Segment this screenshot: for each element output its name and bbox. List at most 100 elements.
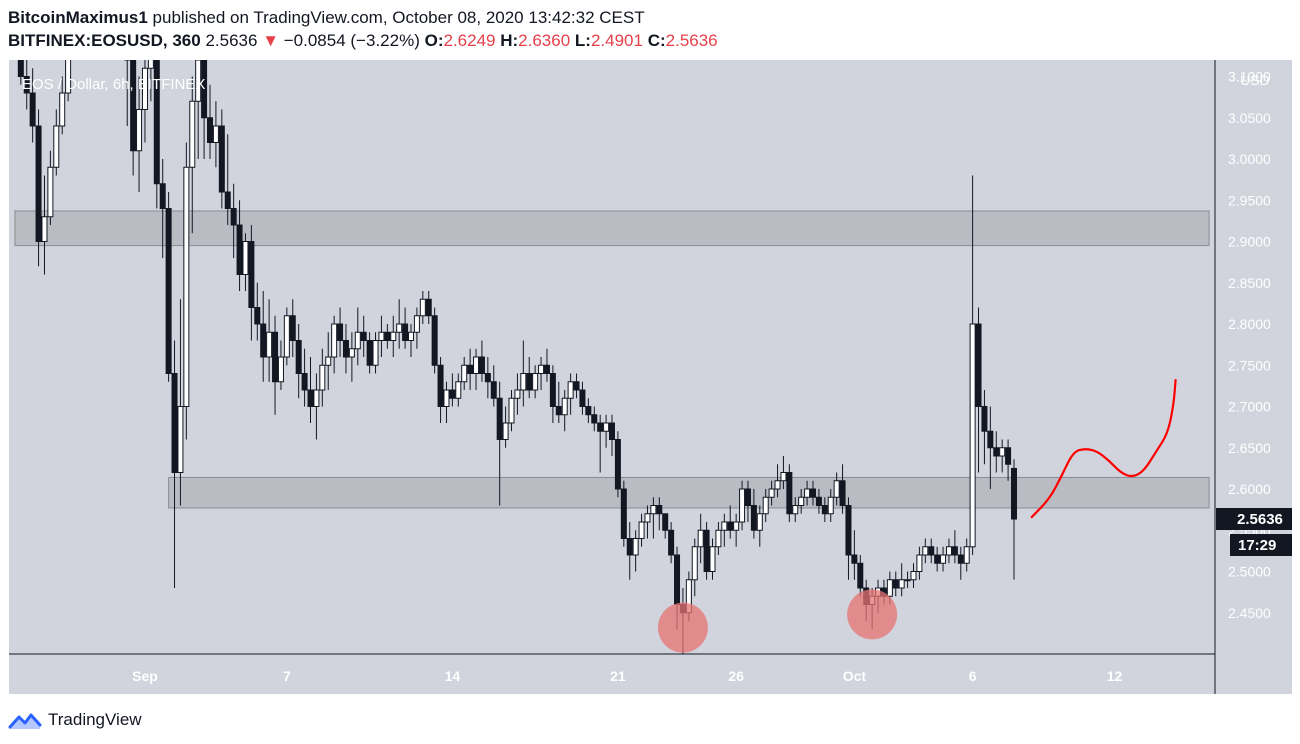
candle-body bbox=[768, 488, 775, 498]
candle-body bbox=[230, 208, 237, 226]
candle-body bbox=[993, 447, 1000, 457]
candle-body bbox=[425, 298, 432, 317]
price-tick-label: 2.7500 bbox=[1228, 357, 1271, 373]
axis-currency-label: USD bbox=[1240, 72, 1270, 88]
candle-body bbox=[845, 505, 852, 556]
candle-body bbox=[733, 521, 740, 531]
candle-body bbox=[136, 109, 143, 152]
candle-body bbox=[585, 406, 592, 416]
time-tick-label: 26 bbox=[728, 668, 744, 684]
candle-body bbox=[762, 496, 769, 515]
candle-body bbox=[650, 505, 657, 515]
price-tick-label: 2.8000 bbox=[1228, 316, 1271, 332]
candle-body bbox=[396, 323, 403, 333]
candle-body bbox=[171, 373, 178, 473]
price-tick-label: 2.7000 bbox=[1228, 399, 1271, 415]
candle-body bbox=[313, 389, 320, 407]
open-value: 2.6249 bbox=[443, 31, 496, 50]
candle-body bbox=[53, 125, 60, 168]
candle-body bbox=[331, 323, 338, 358]
candle-body bbox=[419, 298, 426, 317]
candle-body bbox=[1005, 447, 1012, 465]
candle-body bbox=[668, 529, 675, 556]
candle-body bbox=[254, 307, 261, 325]
candle-body bbox=[656, 505, 663, 515]
candle-body bbox=[342, 340, 349, 358]
candle-body bbox=[337, 323, 344, 341]
candle-body bbox=[443, 389, 450, 407]
candle-body bbox=[904, 579, 911, 582]
candle-body bbox=[402, 323, 409, 341]
candle-body bbox=[626, 538, 633, 556]
candle-body bbox=[674, 554, 681, 605]
candle-body bbox=[526, 373, 533, 391]
candle-body bbox=[821, 505, 828, 515]
candle-body bbox=[236, 224, 243, 275]
candle-body bbox=[963, 546, 970, 564]
publish-line: BitcoinMaximus1 published on TradingView… bbox=[8, 8, 645, 28]
time-tick-label: Oct bbox=[843, 668, 867, 684]
high-label: H: bbox=[500, 31, 519, 50]
price-chart[interactable]: 2.45002.50002.55002.60002.65002.70002.75… bbox=[9, 0, 1292, 694]
candle-body bbox=[277, 356, 284, 383]
candle-body bbox=[218, 125, 225, 193]
candle-body bbox=[484, 373, 491, 383]
candle-body bbox=[644, 513, 651, 523]
candle-body bbox=[543, 364, 550, 374]
close-value: 2.5636 bbox=[665, 31, 718, 50]
candle-body bbox=[35, 125, 42, 242]
candle-body bbox=[609, 422, 615, 440]
candle-body bbox=[473, 356, 480, 374]
candle-body bbox=[183, 166, 190, 407]
candle-body bbox=[774, 480, 781, 490]
candle-body bbox=[573, 381, 580, 391]
candle-body bbox=[555, 406, 562, 416]
candle-body bbox=[709, 546, 716, 572]
candle-body bbox=[437, 364, 444, 407]
candle-body bbox=[283, 315, 290, 358]
candle-body bbox=[579, 389, 586, 407]
price-tick-label: 2.4500 bbox=[1228, 605, 1271, 621]
candle-body bbox=[928, 546, 935, 556]
author-name[interactable]: BitcoinMaximus1 bbox=[8, 8, 148, 27]
candle-body bbox=[159, 183, 166, 209]
candle-body bbox=[490, 381, 497, 399]
last-price-badge-text: 2.5636 bbox=[1237, 511, 1283, 528]
price-tick-label: 2.9000 bbox=[1228, 234, 1271, 250]
last-price: 2.5636 bbox=[205, 31, 258, 50]
candle-body bbox=[827, 496, 834, 515]
time-tick-label: 12 bbox=[1107, 668, 1123, 684]
candle-body bbox=[366, 340, 373, 366]
chart-area[interactable]: 2.4500 2.5000 2.5500 2.6000 2.6500 2.7000 2.75… bbox=[9, 0, 1292, 694]
candle-body bbox=[532, 373, 539, 391]
close-label: C: bbox=[647, 31, 666, 50]
candle-body bbox=[455, 381, 462, 399]
candle-body bbox=[467, 364, 474, 374]
candle-body bbox=[141, 67, 148, 110]
tradingview-footer[interactable]: TradingView bbox=[8, 707, 142, 733]
candle-body bbox=[260, 323, 267, 358]
projection-drawing bbox=[1030, 379, 1177, 519]
time-tick-label: 14 bbox=[445, 668, 461, 684]
symbol-label: BITFINEX:EOSUSD, 360 bbox=[8, 31, 201, 50]
price-tick-label: 2.5000 bbox=[1228, 564, 1271, 580]
low-label: L: bbox=[574, 31, 591, 50]
candle-body bbox=[538, 364, 545, 374]
candle-body bbox=[886, 579, 893, 597]
price-tick-label: 2.9500 bbox=[1228, 192, 1271, 208]
candle-body bbox=[614, 439, 621, 490]
candle-body bbox=[408, 331, 414, 341]
resistance-zone-1 bbox=[14, 210, 1210, 247]
candle-body bbox=[999, 447, 1006, 457]
candle-body bbox=[189, 100, 196, 168]
price-tick-label: 2.6500 bbox=[1228, 440, 1271, 456]
candle-body bbox=[29, 92, 36, 127]
candle-body bbox=[266, 331, 273, 358]
last-price-badge: 2.5636 bbox=[1216, 508, 1292, 530]
change-arrow-icon: ▼ bbox=[262, 31, 280, 50]
candle-body bbox=[390, 331, 397, 341]
candle-body bbox=[177, 406, 184, 473]
candle-body bbox=[212, 125, 219, 143]
candle-body bbox=[957, 554, 964, 564]
candle-body bbox=[41, 216, 48, 242]
